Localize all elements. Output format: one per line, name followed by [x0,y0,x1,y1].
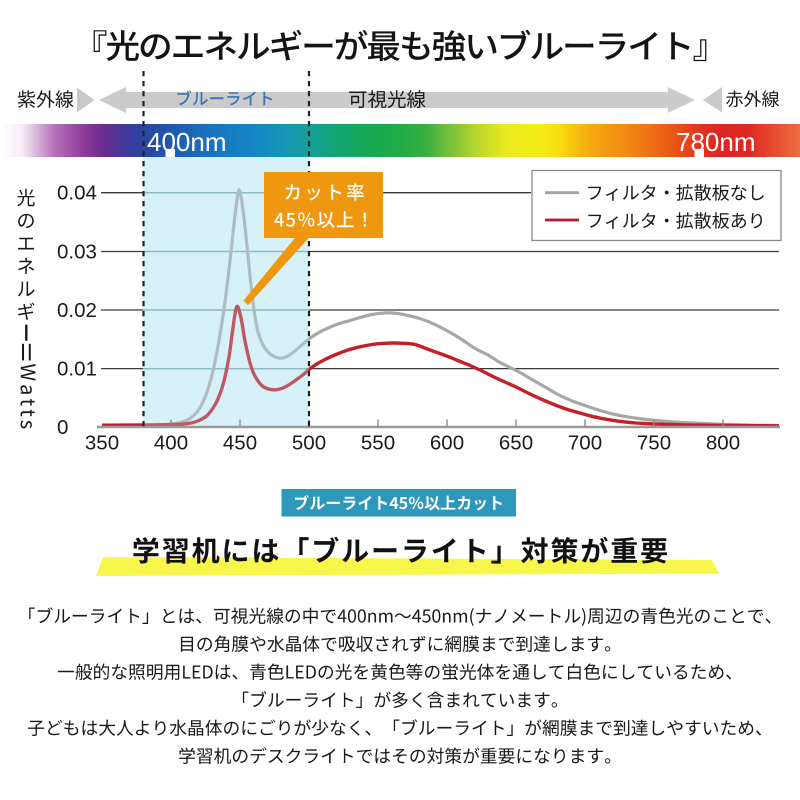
svg-text:350: 350 [85,432,119,455]
svg-text:700: 700 [568,432,602,455]
svg-text:0.01: 0.01 [57,357,97,380]
svg-text:550: 550 [361,432,395,455]
svg-text:400nm: 400nm [147,127,227,157]
svg-text:750: 750 [637,432,671,455]
svg-text:0.03: 0.03 [57,240,97,263]
svg-text:600: 600 [430,432,464,455]
svg-text:800: 800 [706,432,740,455]
svg-text:0.02: 0.02 [57,299,97,322]
svg-text:500: 500 [292,432,326,455]
svg-text:0: 0 [57,416,68,439]
svg-text:400: 400 [154,432,188,455]
svg-text:650: 650 [499,432,533,455]
svg-text:0.04: 0.04 [57,182,97,205]
svg-text:780nm: 780nm [676,127,756,157]
svg-text:450: 450 [223,432,257,455]
